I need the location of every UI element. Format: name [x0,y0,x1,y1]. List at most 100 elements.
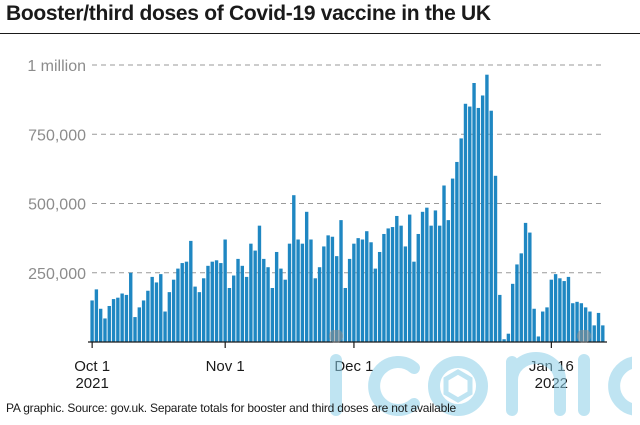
bar [549,279,553,342]
bar [184,261,189,342]
y-tick-label: 500,000 [28,197,86,214]
bar [244,276,249,342]
bar [498,294,502,342]
bar [257,225,262,342]
bar [579,303,584,342]
bar [180,263,184,342]
bar [176,268,180,342]
grid-lines [92,64,605,274]
bar [493,175,498,342]
bar [412,261,416,342]
bar [352,243,356,342]
title-rule [0,33,640,34]
bar [223,239,227,342]
bar [446,220,450,342]
bar [420,211,425,342]
bar [279,268,283,342]
bar [532,308,536,342]
bar [154,282,159,342]
bar [232,275,236,342]
bar [369,242,373,342]
bar [133,317,137,342]
bar [416,233,420,342]
bar [266,267,270,342]
bar [553,274,558,342]
bar [214,260,219,342]
bar [562,281,566,342]
y-axis-labels: 250,000 500,000 750,000 1 million [27,58,86,283]
bar [356,238,360,343]
bar [249,243,253,342]
bar [322,246,326,342]
bar [296,239,300,342]
bar [146,290,150,342]
bar [566,276,571,342]
bar [506,333,511,342]
bar [407,214,412,342]
bar [90,300,94,342]
source-note: PA graphic. Source: gov.uk. Separate tot… [6,401,457,415]
bar [575,301,579,342]
bar [253,250,257,342]
bar [326,235,330,342]
bar [588,311,592,342]
bar [335,256,339,342]
bar [219,263,223,342]
bar [124,294,129,342]
bar [103,318,107,342]
bars [90,74,605,343]
bar [438,225,442,342]
bar [528,232,532,342]
x-tick-year-label: 2021 [75,375,108,392]
bar [395,215,399,342]
bar [571,303,575,342]
bar [459,138,463,342]
bar [442,185,446,342]
chart-title: Booster/third doses of Covid-19 vaccine … [6,2,491,25]
bar [270,287,275,342]
bar [377,251,382,342]
bar [390,227,395,342]
bar [523,222,528,342]
bar [450,178,455,342]
bar [489,110,493,343]
bar [330,236,335,342]
bar [309,239,313,342]
bar [274,251,279,342]
bar [304,211,309,342]
bar [201,278,206,342]
bar [463,103,468,342]
bar [116,297,120,342]
bar [472,83,476,342]
bar [171,279,176,342]
bar [206,265,210,342]
y-tick-label: 750,000 [28,127,86,144]
bar [365,231,369,342]
bar [455,161,459,342]
bar [339,220,343,342]
bar [399,225,403,342]
bar [159,274,163,342]
bar [403,246,408,342]
bar [386,228,390,342]
bar [150,276,154,342]
x-tick-label: Oct 1 [74,358,110,375]
bar [167,292,172,342]
bar [592,325,596,342]
bar [317,267,322,342]
bar [541,311,545,342]
bar [536,336,541,342]
bar [468,106,472,342]
bar [137,307,141,343]
bar [433,210,438,342]
bar [141,300,146,342]
bar [193,286,197,342]
bar [382,233,386,342]
bar [480,95,485,342]
bar [94,289,99,342]
bar [343,287,347,342]
x-tick-label: Nov 1 [206,358,245,375]
bar [476,107,481,342]
y-tick-label: 1 million [27,58,86,75]
bar [197,292,202,342]
